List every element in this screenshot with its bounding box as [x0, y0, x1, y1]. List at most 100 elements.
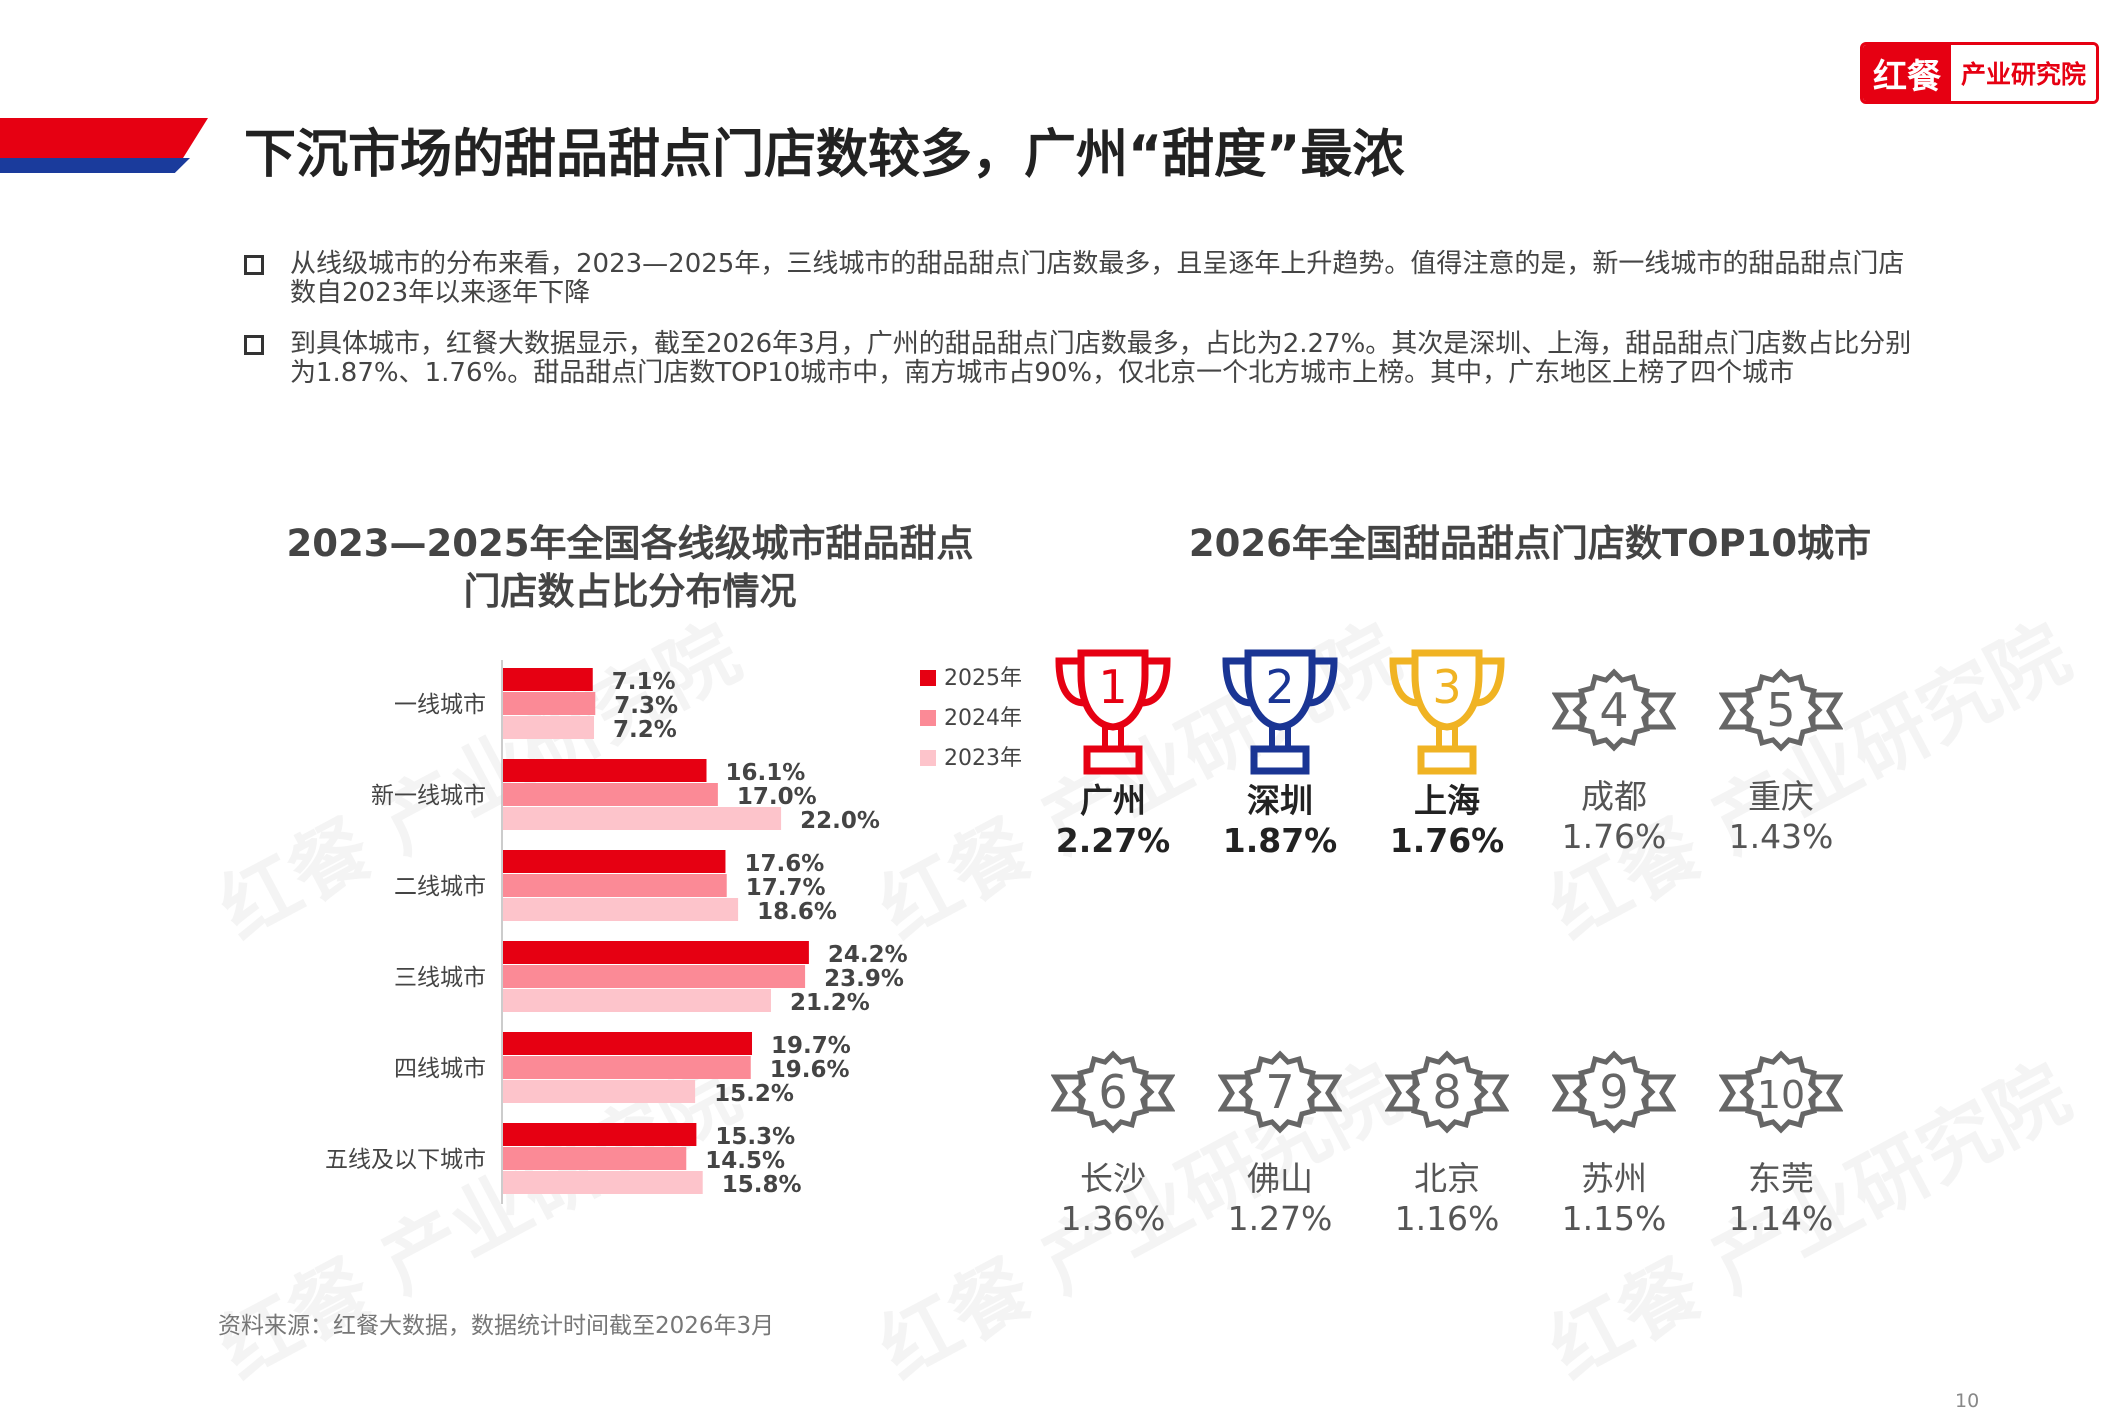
trophy-icon: 1 — [1055, 649, 1171, 775]
square-bullet-icon — [244, 335, 264, 355]
city-rank-item: 7 佛山 1.27% — [1180, 1047, 1380, 1239]
bar — [503, 941, 809, 964]
city-name: 成都 — [1581, 777, 1647, 816]
city-rank-item: 1 广州 2.27% — [1013, 645, 1213, 861]
logo-text: 产业研究院 — [1951, 45, 2097, 101]
city-name: 苏州 — [1581, 1159, 1647, 1198]
rank-badge-icon: 6 — [1051, 1050, 1175, 1134]
data-label: 15.8% — [722, 1172, 802, 1198]
category-label: 一线城市 — [394, 692, 486, 718]
bar — [503, 716, 595, 739]
category-label: 四线城市 — [394, 1056, 486, 1082]
city-name: 重庆 — [1748, 777, 1814, 816]
data-label: 15.2% — [714, 1081, 794, 1107]
city-name: 长沙 — [1080, 1159, 1146, 1198]
data-label: 7.3% — [614, 693, 678, 719]
data-label: 17.0% — [737, 784, 817, 810]
rank-number: 1 — [1098, 660, 1127, 714]
category-label: 五线及以下城市 — [325, 1147, 486, 1173]
bar — [503, 1056, 751, 1079]
rank-badge-icon: 5 — [1719, 668, 1843, 752]
rank-badge-icon: 9 — [1552, 1050, 1676, 1134]
city-rank-item: 2 深圳 1.87% — [1180, 645, 1380, 861]
bar — [503, 850, 726, 873]
bar — [503, 1123, 697, 1146]
city-share: 1.16% — [1394, 1199, 1500, 1238]
brand-logo: 红餐 产业研究院 — [1860, 42, 2100, 104]
city-rank-item: 5 重庆 1.43% — [1681, 665, 1881, 857]
city-share: 1.36% — [1060, 1199, 1166, 1238]
data-label: 7.2% — [613, 717, 677, 743]
rank-number: 3 — [1432, 660, 1461, 714]
city-share: 1.76% — [1561, 817, 1667, 856]
data-label: 17.7% — [746, 875, 826, 901]
rank-badge-icon: 8 — [1385, 1050, 1509, 1134]
trophy-icon: 3 — [1389, 649, 1505, 775]
top10-title: 2026年全国甜品甜点门店数TOP10城市 — [1188, 522, 1872, 565]
rank-number: 2 — [1265, 660, 1294, 714]
data-label: 18.6% — [757, 899, 837, 925]
category-label: 三线城市 — [394, 965, 486, 991]
data-label: 17.6% — [744, 851, 824, 877]
category-label: 二线城市 — [394, 874, 486, 900]
city-share: 1.43% — [1728, 817, 1834, 856]
legend-swatch — [920, 750, 936, 766]
trophy-icon: 2 — [1222, 649, 1338, 775]
bar — [503, 965, 806, 988]
rank-number: 9 — [1599, 1065, 1628, 1119]
rank-number: 4 — [1599, 683, 1628, 737]
bullet-text: 从线级城市的分布来看，2023—2025年，三线城市的甜品甜点门店数最多，且呈逐… — [290, 249, 1905, 308]
city-rank-item: 4 成都 1.76% — [1514, 665, 1714, 857]
rank-number: 6 — [1098, 1065, 1127, 1119]
bullet-text: 到具体城市，红餐大数据显示，截至2026年3月，广州的甜品甜点门店数最多，占比为… — [290, 329, 1912, 388]
summary-bullets: 从线级城市的分布来看，2023—2025年，三线城市的甜品甜点门店数最多，且呈逐… — [244, 250, 1924, 410]
bar — [503, 989, 771, 1012]
page-title: 下沉市场的甜品甜点门店数较多，广州“甜度”最浓 — [244, 125, 1405, 185]
data-label: 23.9% — [824, 966, 904, 992]
bar — [503, 898, 739, 921]
city-rank-item: 3 上海 1.76% — [1347, 645, 1547, 861]
data-label: 14.5% — [705, 1148, 785, 1174]
city-share: 1.15% — [1561, 1199, 1667, 1238]
data-label: 24.2% — [828, 942, 908, 968]
bar — [503, 874, 727, 897]
bar — [503, 1032, 753, 1055]
data-label: 22.0% — [800, 808, 880, 834]
city-rank-item: 9 苏州 1.15% — [1514, 1047, 1714, 1239]
data-label: 15.3% — [715, 1124, 795, 1150]
city-rank-item: 8 北京 1.16% — [1347, 1047, 1547, 1239]
city-share: 2.27% — [1055, 821, 1171, 860]
bar — [503, 1080, 696, 1103]
city-rank-item: 6 长沙 1.36% — [1013, 1047, 1213, 1239]
rank-badge-icon: 7 — [1218, 1050, 1342, 1134]
logo-mark: 红餐 — [1863, 45, 1951, 101]
bar — [503, 783, 718, 806]
bullet-item: 从线级城市的分布来看，2023—2025年，三线城市的甜品甜点门店数最多，且呈逐… — [244, 250, 1924, 308]
bar — [503, 1171, 703, 1194]
data-label: 19.6% — [770, 1057, 850, 1083]
rank-number: 10 — [1757, 1073, 1805, 1117]
city-share: 1.14% — [1728, 1199, 1834, 1238]
page-number: 10 — [1955, 1390, 1980, 1412]
bar — [503, 668, 593, 691]
legend-label: 2024年 — [944, 706, 1022, 731]
header-stripe-red — [0, 118, 208, 158]
data-label: 7.1% — [612, 669, 676, 695]
bar-chart: 一线城市 7.1%7.3%7.2% 新一线城市 16.1%17.0%22.0% 二线城市… — [325, 660, 1022, 1204]
legend-swatch — [920, 710, 936, 726]
city-share: 1.87% — [1222, 821, 1338, 860]
bar — [503, 1147, 687, 1170]
city-rank-item: 10 东莞 1.14% — [1681, 1047, 1881, 1239]
bar — [503, 692, 596, 715]
square-bullet-icon — [244, 255, 264, 275]
rank-badge-icon: 10 — [1719, 1050, 1843, 1134]
data-label: 21.2% — [790, 990, 870, 1016]
city-name: 深圳 — [1247, 781, 1313, 820]
rank-number: 8 — [1432, 1065, 1461, 1119]
data-label: 16.1% — [726, 760, 806, 786]
rank-badge-icon: 4 — [1552, 668, 1676, 752]
rank-number: 5 — [1766, 683, 1795, 737]
header-stripe-blue — [0, 158, 190, 173]
legend-label: 2023年 — [944, 746, 1022, 771]
bar — [503, 807, 782, 830]
